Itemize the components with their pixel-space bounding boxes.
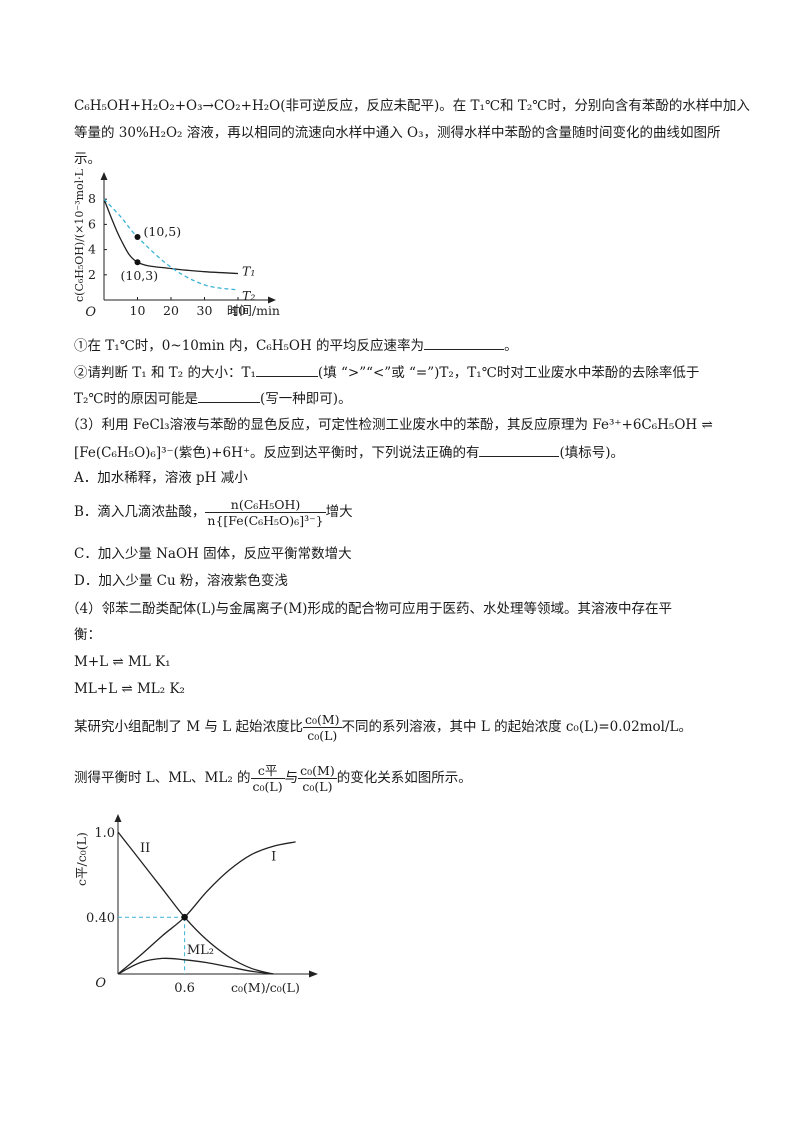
y-tick-label: 4 [88,242,96,257]
intersection-point [181,913,188,921]
series-line-3 [117,957,274,975]
point-label: (10,3) [121,268,159,283]
series-line-1 [117,841,296,975]
intro-line-1: C₆H₅OH+H₂O₂+O₃→CO₂+H₂O(非可逆反应，反应未配平)。在 T₁… [74,98,750,114]
x-tick-label: 30 [197,303,213,318]
question-4-study: 某研究小组配制了 M 与 L 起始浓度比 c₀(M) c₀(L) 不同的系列溶液，其中… [74,712,692,743]
measure-text: 测得平衡时 L、ML、ML₂ 的 [74,770,251,786]
fraction-numerator: n(C₆H₅OH) [205,497,326,513]
option-a: A．加水稀释，溶液 pH 减小 [74,470,248,486]
question-2-text-b: (填 “>”“<”或 “=”)T₂，T₁℃时对工业废水中苯酚的去除率低于 [317,365,700,381]
fraction-denominator: c₀(L) [307,728,338,743]
series-label: T₁ [242,264,255,279]
question-4-measure: 测得平衡时 L、ML、ML₂ 的 c平 c₀(L) 与 c₀(M) c₀(L) 的变化关系如… [74,763,472,794]
x-tick-label: 20 [163,303,179,318]
measure-suffix: 的变化关系如图所示。 [336,770,472,786]
series-line-1 [103,198,239,275]
origin-label: O [95,976,106,991]
question-2-line-1: ②请判断 T₁ 和 T₂ 的大小：T₁ (填 “>”“<”或 “=”)T₂，T₁℃… [74,362,699,382]
fraction-numerator: c平 [250,763,285,779]
series-line-2 [103,198,239,291]
y-tick-label: 1.0 [94,826,115,841]
question-2-text-d: (写一种即可)。 [260,391,352,407]
measure-mid: 与 [284,770,299,786]
question-1-suffix: 。 [504,338,518,354]
phenol-concentration-chart: 10 20 30 40 2 4 6 8 O 时间/min c(C₆H₅OH)/(×10⁻³mol·L… [73,168,280,320]
question-3-suffix: (填标号)。 [559,445,625,461]
answer-blank[interactable] [198,388,261,403]
question-3-line-2: [Fe(C₆H₅O)₆]³⁻(紫色)+6H⁺。反应到达平衡时，下列说法正确的有 (… [74,442,624,462]
c-ratio-fraction: c平 c₀(L) [250,763,285,794]
series-label: ML₂ [187,943,214,958]
option-b-suffix: 增大 [325,504,353,520]
question-4-line-2: 衡： [74,627,101,643]
option-b-fraction: n(C₆H₅OH) n{[Fe(C₆H₅O)₆]³⁻} [205,497,326,528]
series-line-2 [117,831,274,975]
study-text: 某研究小组配制了 M 与 L 起始浓度比 [74,719,303,735]
fraction-denominator: c₀(L) [252,779,283,794]
x-tick-label: 40 [230,303,246,318]
fraction-numerator: c₀(M) [298,763,337,779]
point-label: (10,5) [144,224,182,239]
equilibrium-1: M+L ⇌ ML K₁ [74,654,171,670]
question-2-text-a: ②请判断 T₁ 和 T₂ 的大小：T₁ [74,365,256,381]
equilibrium-2: ML+L ⇌ ML₂ K₂ [74,681,185,697]
answer-blank[interactable] [424,335,505,350]
answer-blank[interactable] [479,442,560,457]
fraction-denominator: c₀(L) [302,779,333,794]
fraction-numerator: c₀(M) [302,712,342,728]
data-point [134,234,141,240]
question-2-text-c: T₂℃时的原因可能是 [74,391,199,407]
study-suffix: 不同的系列溶液，其中 L 的起始浓度 c₀(L)=0.02mol/L。 [341,719,692,735]
question-1-text: ①在 T₁℃时，0~10min 内，C₆H₅OH 的平均反应速率为 [74,338,425,354]
origin-label: O [85,305,96,320]
y-axis-arrow [114,814,122,822]
series-label: T₂ [242,288,255,303]
fraction-denominator: n{[Fe(C₆H₅O)₆]³⁻} [207,513,324,528]
ratio-fraction: c₀(M) c₀(L) [302,712,342,743]
y-tick-label: 0.40 [86,911,115,926]
option-d: D．加入少量 Cu 粉，溶液紫色变浅 [74,573,288,589]
question-3-text: [Fe(C₆H₅O)₆]³⁻(紫色)+6H⁺。反应到达平衡时，下列说法正确的有 [74,445,480,461]
data-point [134,259,141,266]
x-tick-label: 0.6 [174,981,195,996]
option-c: C．加入少量 NaOH 固体，反应平衡常数增大 [74,546,352,562]
y-tick-label: 6 [88,216,96,231]
y-tick-label: 8 [88,191,96,206]
series-label: I [271,849,276,864]
question-3-line-1: （3）利用 FeCl₃溶液与苯酚的显色反应，可定性检测工业废水中的苯酚，其反应原… [66,417,713,433]
question-4-line-1: （4）邻苯二酚类配体(L)与金属离子(M)形成的配合物可应用于医药、水处理等领域… [66,601,672,617]
x-axis-label: 时间/min [227,303,280,318]
intro-line-3: 示。 [74,151,101,167]
series-label: II [140,841,150,856]
m-ratio-fraction: c₀(M) c₀(L) [298,763,337,794]
y-tick-label: 2 [88,267,96,282]
question-1: ①在 T₁℃时，0~10min 内，C₆H₅OH 的平均反应速率为 。 [74,335,518,355]
option-b-text: B．滴入几滴浓盐酸， [74,504,206,520]
x-axis-arrow [268,296,276,304]
y-axis-arrow [100,172,108,180]
y-axis-label: c平/c₀(L) [74,832,89,886]
option-b: B．滴入几滴浓盐酸， n(C₆H₅OH) n{[Fe(C₆H₅O)₆]³⁻} 增大 [74,497,353,528]
answer-blank[interactable] [255,362,318,377]
y-axis-label: c(C₆H₅OH)/(×10⁻³mol·L⁻¹) [73,168,86,302]
x-tick-label: 10 [130,303,146,318]
x-axis-arrow [309,970,318,978]
intro-line-2: 等量的 30%H₂O₂ 溶液，再以相同的流速向水样中通入 O₃，测得水样中苯酚的… [74,125,721,141]
x-axis-label: c₀(M)/c₀(L) [231,980,300,995]
question-2-line-2: T₂℃时的原因可能是 (写一种即可)。 [74,388,352,408]
